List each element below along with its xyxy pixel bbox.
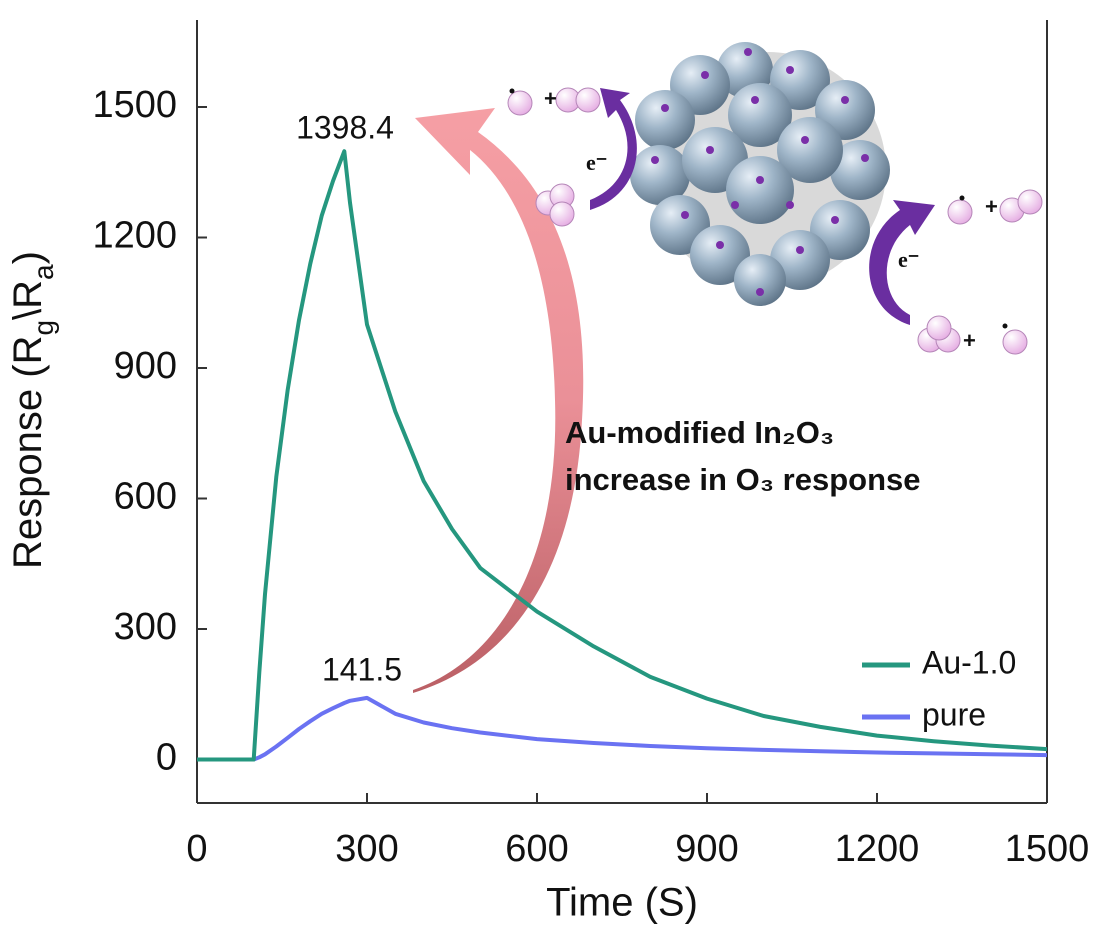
x-axis-title: Time (S) [546, 881, 698, 925]
y-axis-title-part: ) [6, 251, 50, 264]
peak-label: 1398.4 [296, 109, 394, 145]
y-tick-label: 900 [114, 345, 177, 387]
x-tick-label: 300 [335, 828, 398, 870]
x-tick-label: 600 [505, 828, 568, 870]
y-tick-label: 1500 [92, 84, 177, 126]
molecules: + + + [507, 86, 1043, 355]
x-tick-label: 900 [675, 828, 738, 870]
y-axis-title-part: Response (R [6, 336, 50, 569]
nanoparticle [630, 42, 890, 306]
y-tick-label: 1200 [92, 215, 177, 257]
line [197, 695, 1048, 762]
line [197, 149, 1048, 762]
y-axis-title-part: \R [6, 280, 50, 320]
y-tick-label: 0 [156, 737, 177, 779]
x-tick-label: 0 [186, 828, 207, 870]
reaction-arrows [590, 88, 935, 325]
y-axis-title-part: a [28, 264, 59, 280]
x-tick-label: 1200 [835, 828, 920, 870]
note: Au-modified In₂O₃ [565, 415, 834, 450]
y-axis-title-part: g [28, 320, 59, 336]
note: increase in O₃ response [565, 462, 921, 497]
plus: + [985, 194, 998, 219]
curved-arrow [413, 108, 584, 693]
peak-label: 141.5 [322, 651, 402, 687]
y-tick-label: 600 [114, 476, 177, 518]
legend-label: Au-1.0 [922, 644, 1016, 680]
electron-label: e⁻ [586, 150, 607, 175]
plus: + [963, 328, 976, 353]
legend-label: pure [922, 696, 986, 732]
electron-label: e⁻ [898, 247, 919, 272]
y-tick-label: 300 [114, 606, 177, 648]
x-tick-label: 1500 [1005, 828, 1090, 870]
y-axis-title: Response (Rg\Ra) [6, 251, 59, 569]
plus: + [544, 86, 557, 111]
axes [196, 20, 1048, 804]
